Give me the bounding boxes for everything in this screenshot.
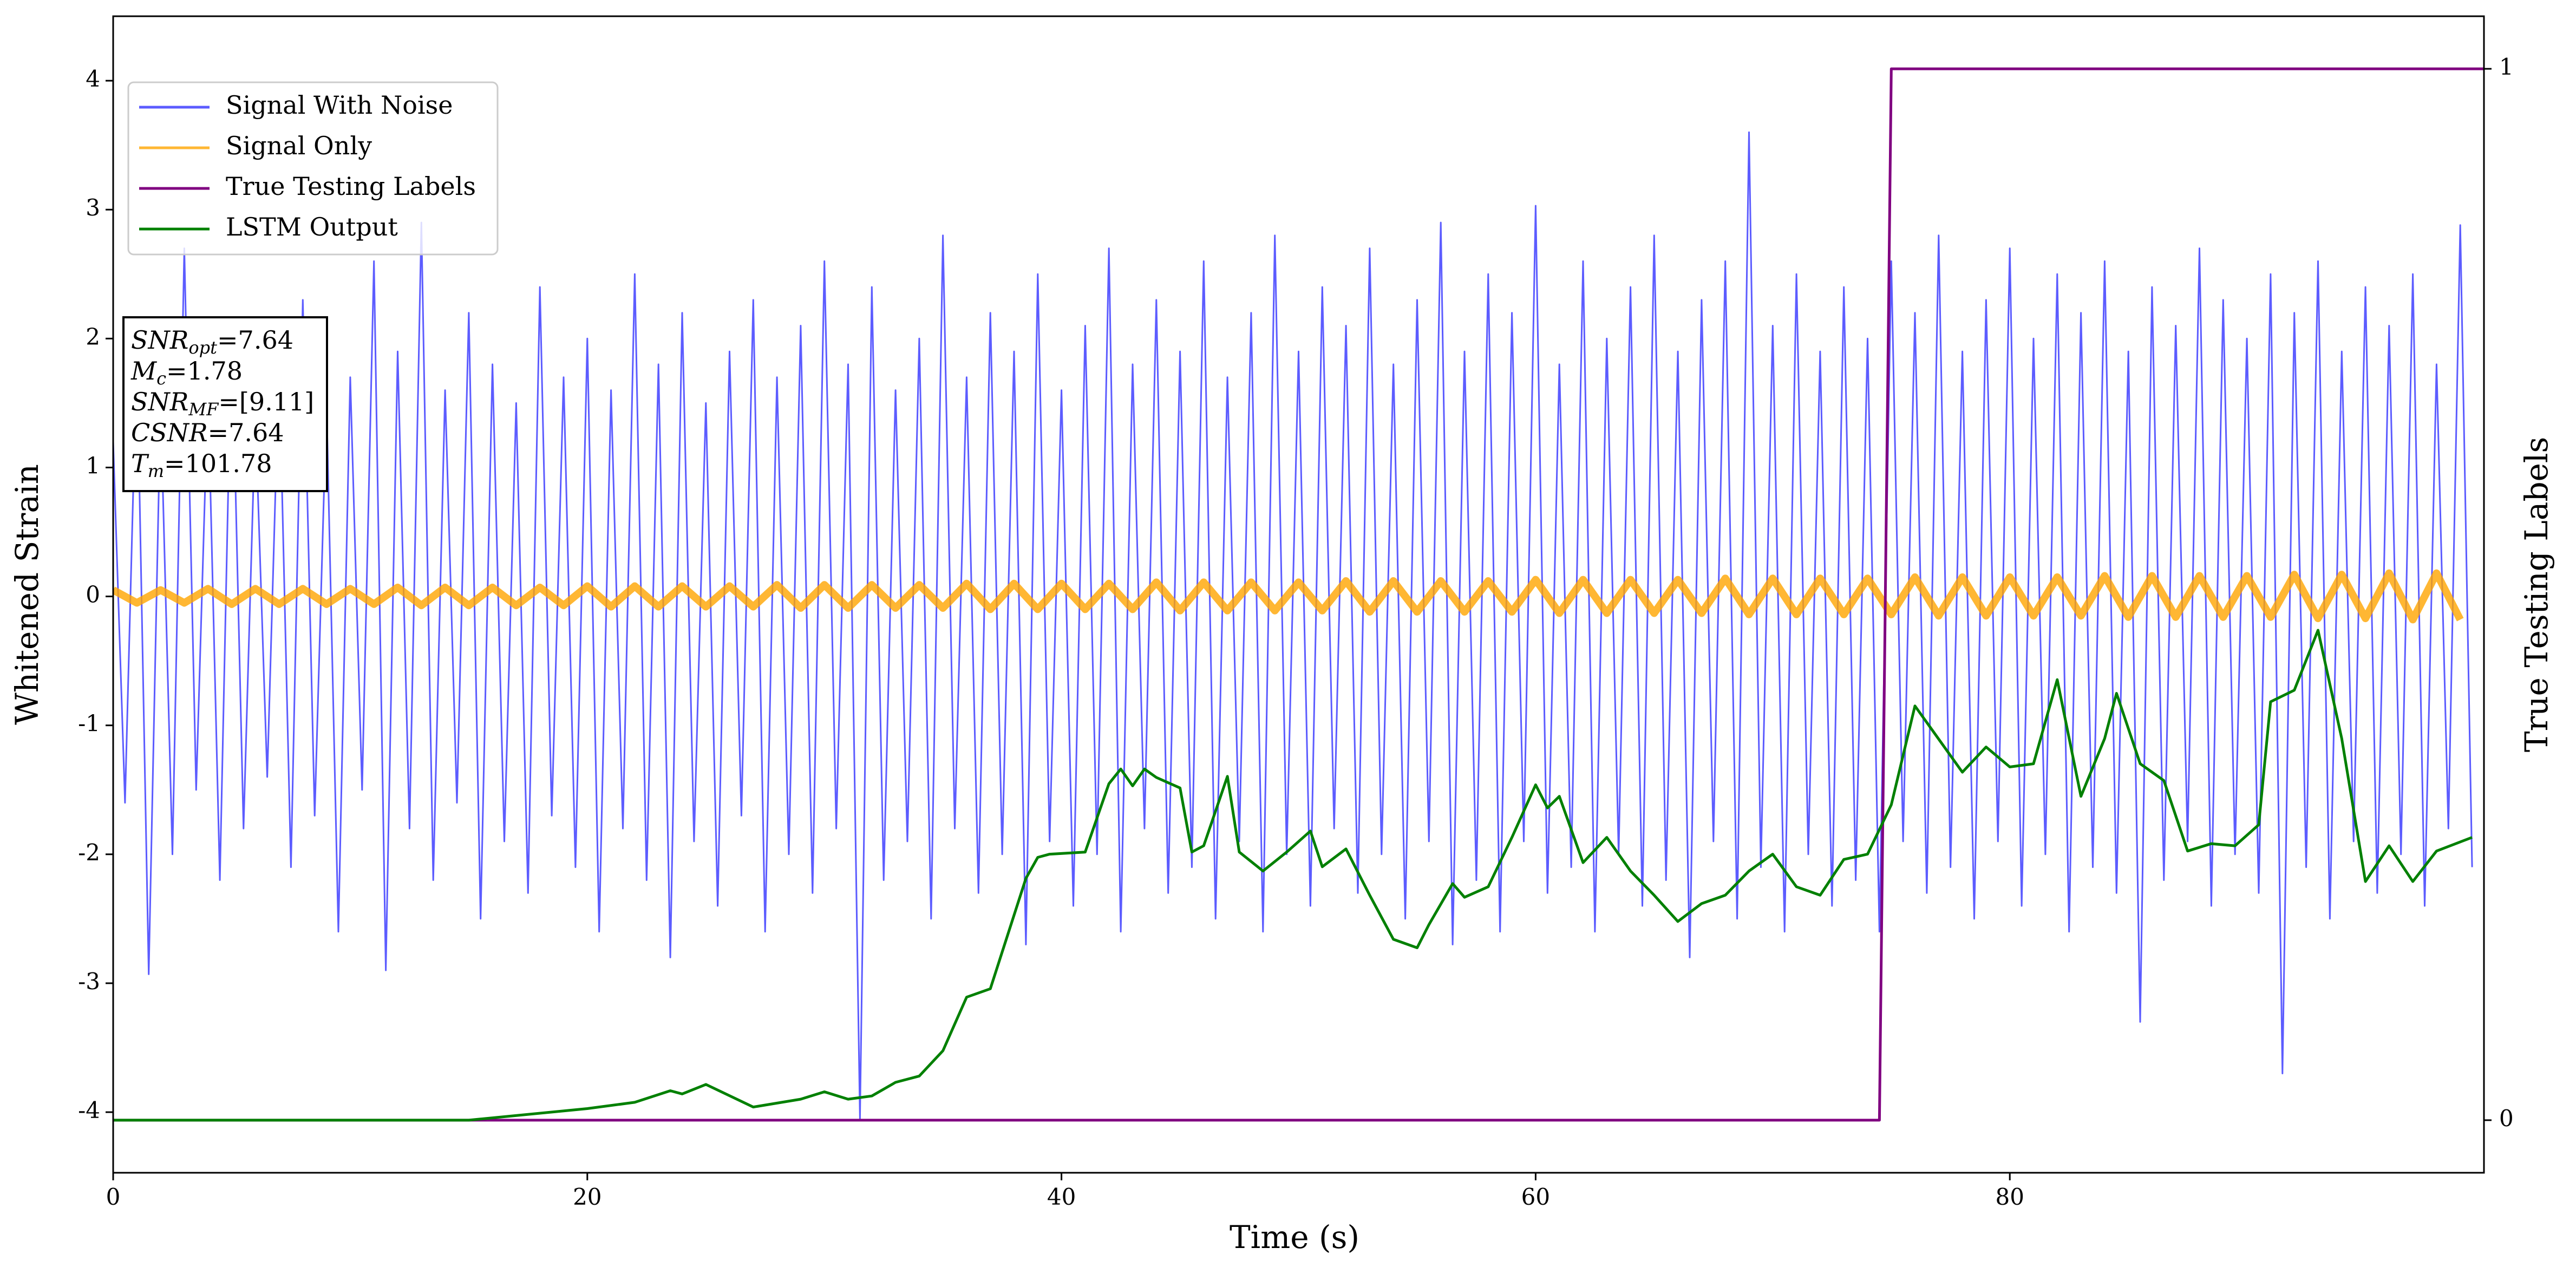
legend: Signal With Noise Signal Only True Testing…: [127, 81, 499, 256]
x-tick-label: 40: [1047, 1184, 1076, 1210]
y-tick-label: -2: [78, 839, 100, 866]
x-tick-label: 60: [1521, 1184, 1550, 1210]
annotation-symbol: CSNR: [131, 418, 208, 447]
y2-axis-label: True Testing Labels: [2518, 437, 2555, 752]
annotation-symbol: SNR: [131, 325, 188, 355]
legend-box: [127, 81, 499, 256]
legend-label: LSTM Output: [226, 212, 398, 241]
legend-label: True Testing Labels: [226, 172, 476, 201]
y-tick-label: 1: [86, 452, 100, 479]
x-tick-label: 20: [573, 1184, 601, 1210]
annotation-line: SNRopt=7.64: [131, 325, 293, 358]
annotation-line: Tm=101.78: [131, 449, 272, 481]
annotation-symbol: SNR: [131, 387, 188, 416]
y-axis-label: Whitened Strain: [9, 464, 45, 725]
annotation-symbol: T: [131, 449, 149, 478]
annotation-value: =7.64: [217, 325, 293, 355]
annotation-subscript: MF: [188, 399, 219, 420]
series-line: [113, 67, 2484, 1122]
annotation-line: Mc=1.78: [130, 356, 243, 389]
x-axis-label: Time (s): [1230, 1219, 1359, 1256]
annotation-line: CSNR=7.64: [131, 418, 284, 447]
annotation-subscript: opt: [188, 337, 217, 358]
y2-tick-label: 1: [2499, 54, 2514, 80]
y-tick-label: -1: [78, 710, 100, 737]
legend-label: Signal With Noise: [226, 90, 453, 120]
annotation-line: SNRMF=[9.11]: [131, 387, 314, 420]
annotation-frame: [122, 316, 328, 492]
annotation-subscript: m: [148, 461, 164, 481]
annotation-value: =7.64: [208, 418, 284, 447]
y2-tick-label: 0: [2499, 1105, 2514, 1132]
y-tick-label: -3: [78, 968, 100, 995]
x-tick-label: 0: [106, 1184, 121, 1210]
series-line: [113, 131, 2473, 1120]
annotation-box: SNRopt=7.64Mc=1.78SNRMF=[9.11]CSNR=7.64T…: [122, 316, 328, 492]
y-tick-label: 4: [86, 66, 100, 92]
series-line: [113, 569, 2464, 624]
annotation-value: =101.78: [164, 449, 272, 478]
annotation-value: =1.78: [166, 356, 243, 386]
plot-frame: [112, 15, 2485, 1174]
annotation-symbol: M: [130, 356, 158, 386]
y-tick-label: -4: [78, 1097, 100, 1123]
annotation-subscript: c: [156, 368, 166, 389]
legend-label: Signal Only: [226, 131, 372, 160]
y-tick-label: 2: [86, 323, 100, 350]
annotation-value: =[9.11]: [218, 387, 314, 416]
y-tick-label: 0: [86, 582, 100, 608]
y-tick-label: 3: [86, 194, 100, 221]
series-line: [113, 629, 2473, 1122]
x-tick-label: 80: [1995, 1184, 2024, 1210]
